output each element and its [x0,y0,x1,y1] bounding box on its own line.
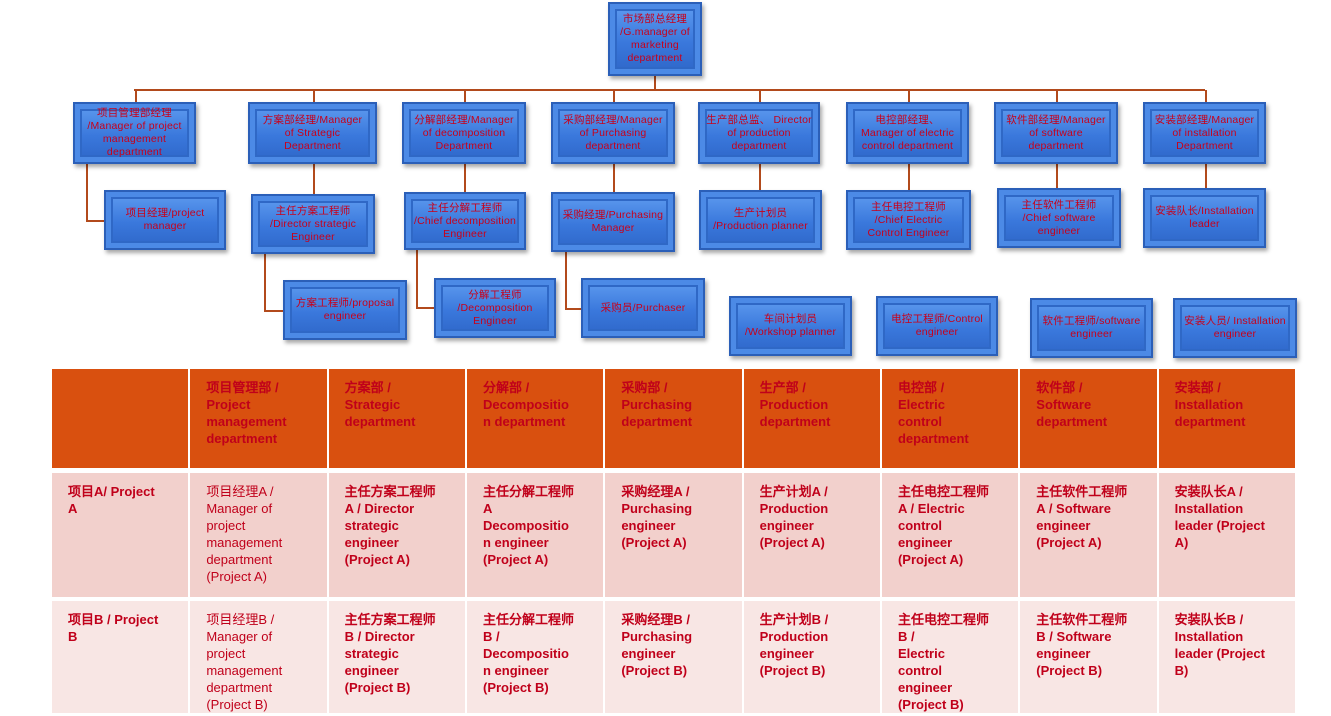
org-box-department-manager: 项目管理部经理 /Manager of project management d… [73,102,196,164]
connector-line [759,90,761,102]
connector-line [86,164,88,221]
org-box-department-manager: 分解部经理/Manager of decomposition Departmen… [402,102,526,164]
org-box-level3-role: 采购员/Purchaser [581,278,705,338]
org-box-level2-role: 主任电控工程师 /Chief Electric Control Engineer [846,190,971,250]
connector-line [1056,164,1058,188]
table-cell: 生产计划B / Production engineer (Project B) [743,597,880,713]
column-header: 项目管理部 / Project management department [190,369,327,468]
org-box-level3-role: 软件工程师/software engineer [1030,298,1153,358]
connector-line [908,90,910,102]
table-cell: 安装队长B / Installation leader (Project B) [1158,597,1295,713]
connector-line [613,164,615,192]
org-box-level3-role: 分解工程师 /Decomposition Engineer [434,278,556,338]
column-header [52,369,189,468]
org-box-level3-role: 车间计划员 /Workshop planner [729,296,852,356]
table-cell: 主任电控工程师 B / Electric control engineer (P… [881,597,1019,713]
org-box-marketing-general-manager: 市场部总经理 /G.manager of marketing departmen… [608,2,702,76]
connector-line [264,310,283,312]
org-box-department-manager: 安装部经理/Manager of installation Department [1143,102,1266,164]
org-box-level2-role: 主任方案工程师 /Director strategic Engineer [251,194,375,254]
connector-line [264,254,266,311]
org-box-department-manager: 方案部经理/Manager of Strategic Department [248,102,377,164]
table-cell: 主任方案工程师 B / Director strategic engineer … [328,597,465,713]
org-box-level3-role: 安装人员/ Installation engineer [1173,298,1297,358]
project-role-table: 项目管理部 / Project management department 方案部… [50,369,1297,713]
table-cell: 主任软件工程师 A / Software engineer (Project A… [1020,468,1157,597]
table-cell: 生产计划A / Production engineer (Project A) [743,468,880,597]
column-header: 生产部 / Production department [743,369,880,468]
org-box-department-manager: 采购部经理/Manager of Purchasing department [551,102,675,164]
column-header: 分解部 / Decompositio n department [466,369,604,468]
connector-line [464,164,466,192]
org-box-department-manager: 电控部经理、 Manager of electric control depar… [846,102,969,164]
table-cell: 采购经理B / Purchasing engineer (Project B) [605,597,742,713]
table-header-row: 项目管理部 / Project management department 方案部… [52,369,1295,468]
org-box-level2-role: 项目经理/project manager [104,190,226,250]
table-cell: 采购经理A / Purchasing engineer (Project A) [605,468,742,597]
connector-line [565,252,567,309]
row-header-cell: 项目A/ Project A [52,468,189,597]
connector-line [86,220,104,222]
table-cell: 主任方案工程师 A / Director strategic engineer … [328,468,465,597]
connector-line [135,90,137,102]
table-cell: 主任分解工程师 B / Decompositio n engineer (Pro… [466,597,604,713]
column-header: 方案部 / Strategic department [328,369,465,468]
table-cell: 主任分解工程师 A Decompositio n engineer (Proje… [466,468,604,597]
table-cell: 项目经理B / Manager of project management de… [190,597,327,713]
connector-line [1205,90,1207,102]
column-header: 软件部 / Software department [1020,369,1157,468]
connector-line [759,164,761,190]
column-header: 采购部 / Purchasing department [605,369,742,468]
connector-line [1205,164,1207,188]
table-cell: 项目经理A / Manager of project management de… [190,468,327,597]
connector-line [416,307,434,309]
org-box-level2-role: 采购经理/Purchasing Manager [551,192,675,252]
connector-line [313,90,315,102]
table-cell: 主任软件工程师 B / Software engineer (Project B… [1020,597,1157,713]
connector-line [464,90,466,102]
connector-line [908,164,910,190]
column-header: 安装部 / Installation department [1158,369,1295,468]
connector-line [1056,90,1058,102]
column-header: 电控部 / Electric control department [881,369,1019,468]
connector-line [565,308,581,310]
table-row: 项目A/ Project A 项目经理A / Manager of project… [52,468,1295,597]
org-box-level2-role: 主任分解工程师 /Chief decomposition Engineer [404,192,526,250]
org-box-level2-role: 安装队长/Installation leader [1143,188,1266,248]
org-box-level2-role: 主任软件工程师 /Chief software engineer [997,188,1121,248]
connector-line [416,250,418,309]
table-row: 项目B / Project B 项目经理B / Manager of projec… [52,597,1295,713]
connector-line [613,90,615,102]
row-header-cell: 项目B / Project B [52,597,189,713]
connector-line [313,164,315,194]
org-box-level2-role: 生产计划员 /Production planner [699,190,822,250]
org-box-department-manager: 生产部总监、 Director of production department [698,102,820,164]
connector-line [654,76,656,90]
table-cell: 主任电控工程师 A / Electric control engineer (P… [881,468,1019,597]
org-box-level3-role: 方案工程师/proposal engineer [283,280,407,340]
org-box-level3-role: 电控工程师/Control engineer [876,296,998,356]
org-box-department-manager: 软件部经理/Manager of software department [994,102,1118,164]
connector-line [134,89,1205,91]
table-cell: 安装队长A / Installation leader (Project A) [1158,468,1295,597]
